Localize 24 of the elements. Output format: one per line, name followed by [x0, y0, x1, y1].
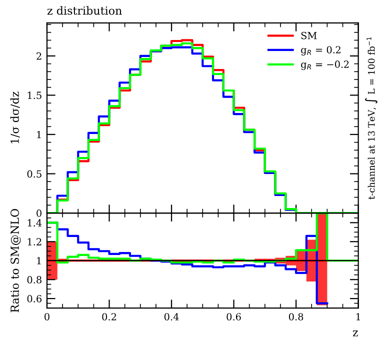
y-tick-label: 0.6 — [27, 295, 42, 302]
y-tick-label: 1.2 — [28, 238, 42, 246]
legend-label: g$_{R}$ = −0.2 — [301, 60, 349, 70]
x-tick-label: 1 — [356, 313, 360, 320]
x-tick-label: 0.4 — [164, 313, 179, 320]
y-tick-label: 0 — [36, 209, 42, 217]
x-tick-label: 0 — [44, 313, 50, 320]
y-tick-label: 2 — [36, 52, 42, 60]
text: t-channel at 13 TeV, ∫ L = 100 fb$^{−1}$ — [365, 37, 378, 200]
x-tick-label: 0.6 — [226, 313, 241, 320]
y-tick-label: 1 — [37, 130, 41, 138]
y-axis-title: 1/σ dσ/dz — [10, 92, 20, 144]
x-tick-label: 0.2 — [102, 313, 116, 320]
legend-label: g$_{R}$ = 0.2 — [301, 46, 340, 56]
y-tick-label: 1.4 — [28, 219, 42, 226]
chart-title: z distribution — [47, 6, 122, 15]
y-axis-title: Ratio to SM@NLO — [10, 208, 21, 312]
y-tick-label: 0.8 — [27, 276, 42, 284]
y-tick-label: 1 — [37, 257, 41, 264]
legend-label: SM — [301, 32, 317, 40]
y-tick-label: 0.5 — [27, 170, 42, 178]
x-axis-title: z — [352, 330, 358, 336]
x-tick-label: 0.8 — [288, 313, 304, 320]
y-tick-label: 1.5 — [28, 92, 42, 100]
